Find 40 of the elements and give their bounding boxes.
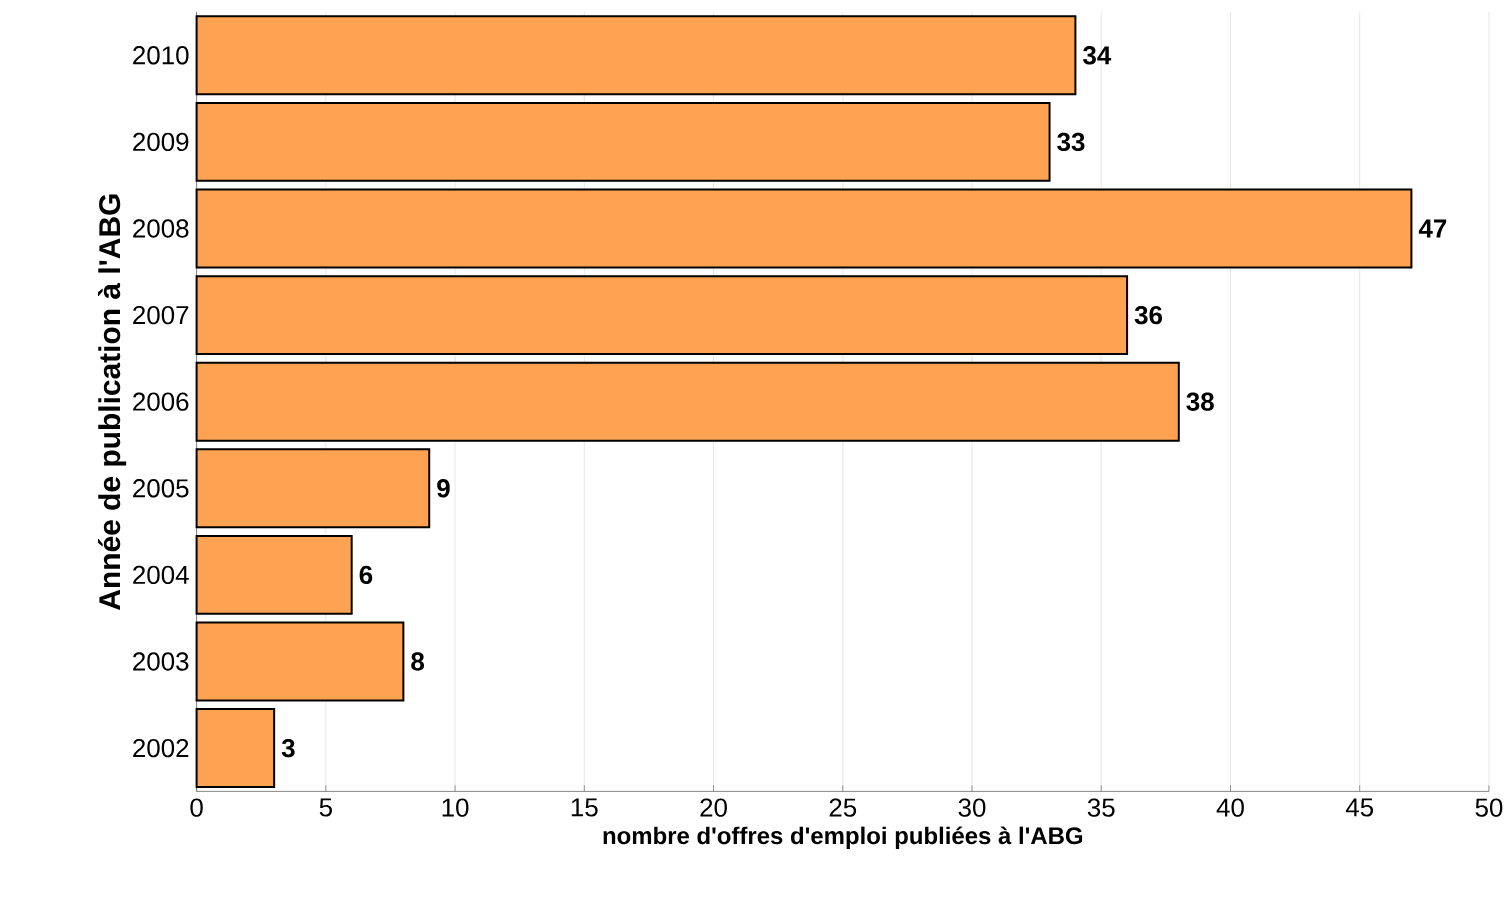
x-axis-title: nombre d'offres d'emploi publiées à l'ABG — [603, 826, 1083, 849]
x-tick-label: 5 — [319, 798, 332, 817]
bar — [195, 621, 405, 702]
x-tick-label: 15 — [571, 798, 598, 817]
x-tick-label: 35 — [1087, 798, 1115, 817]
data-label: 3 — [281, 738, 295, 758]
y-tick-label: 2008 — [133, 219, 189, 238]
x-tick-label: 10 — [442, 798, 469, 817]
bar — [195, 188, 1413, 269]
x-tick-label: 25 — [829, 798, 857, 817]
y-tick-label: 2002 — [133, 738, 189, 758]
x-tick-label: 30 — [958, 798, 986, 817]
data-label: 8 — [411, 652, 425, 671]
data-label: 38 — [1186, 392, 1214, 411]
y-tick-label: 2004 — [133, 565, 189, 584]
y-tick-label: 2005 — [133, 479, 189, 498]
y-tick-label: 2010 — [133, 46, 189, 65]
bar — [195, 708, 276, 788]
data-label: 34 — [1083, 46, 1112, 65]
bar — [195, 534, 353, 615]
data-label: 33 — [1057, 132, 1085, 152]
bar — [195, 275, 1129, 355]
y-tick-label: 2003 — [133, 652, 189, 671]
bar — [195, 15, 1077, 96]
y-tick-label: 2009 — [133, 132, 189, 151]
x-tick-label: 50 — [1475, 798, 1503, 817]
bar — [195, 361, 1180, 442]
x-tick-label: 45 — [1345, 798, 1374, 817]
bar — [195, 101, 1051, 182]
x-tick-label: 40 — [1216, 798, 1244, 817]
data-label: 36 — [1134, 305, 1163, 325]
x-tick-label: 0 — [190, 798, 203, 817]
y-tick-label: 2006 — [133, 392, 189, 411]
y-axis-title: Année de publication à l'ABG — [98, 194, 127, 610]
y-tick-label: 2007 — [133, 305, 189, 325]
x-tick-label: 20 — [700, 798, 727, 817]
data-label: 6 — [359, 565, 373, 584]
data-label: 47 — [1418, 219, 1447, 238]
bar — [195, 448, 431, 529]
data-label: 9 — [437, 479, 450, 498]
